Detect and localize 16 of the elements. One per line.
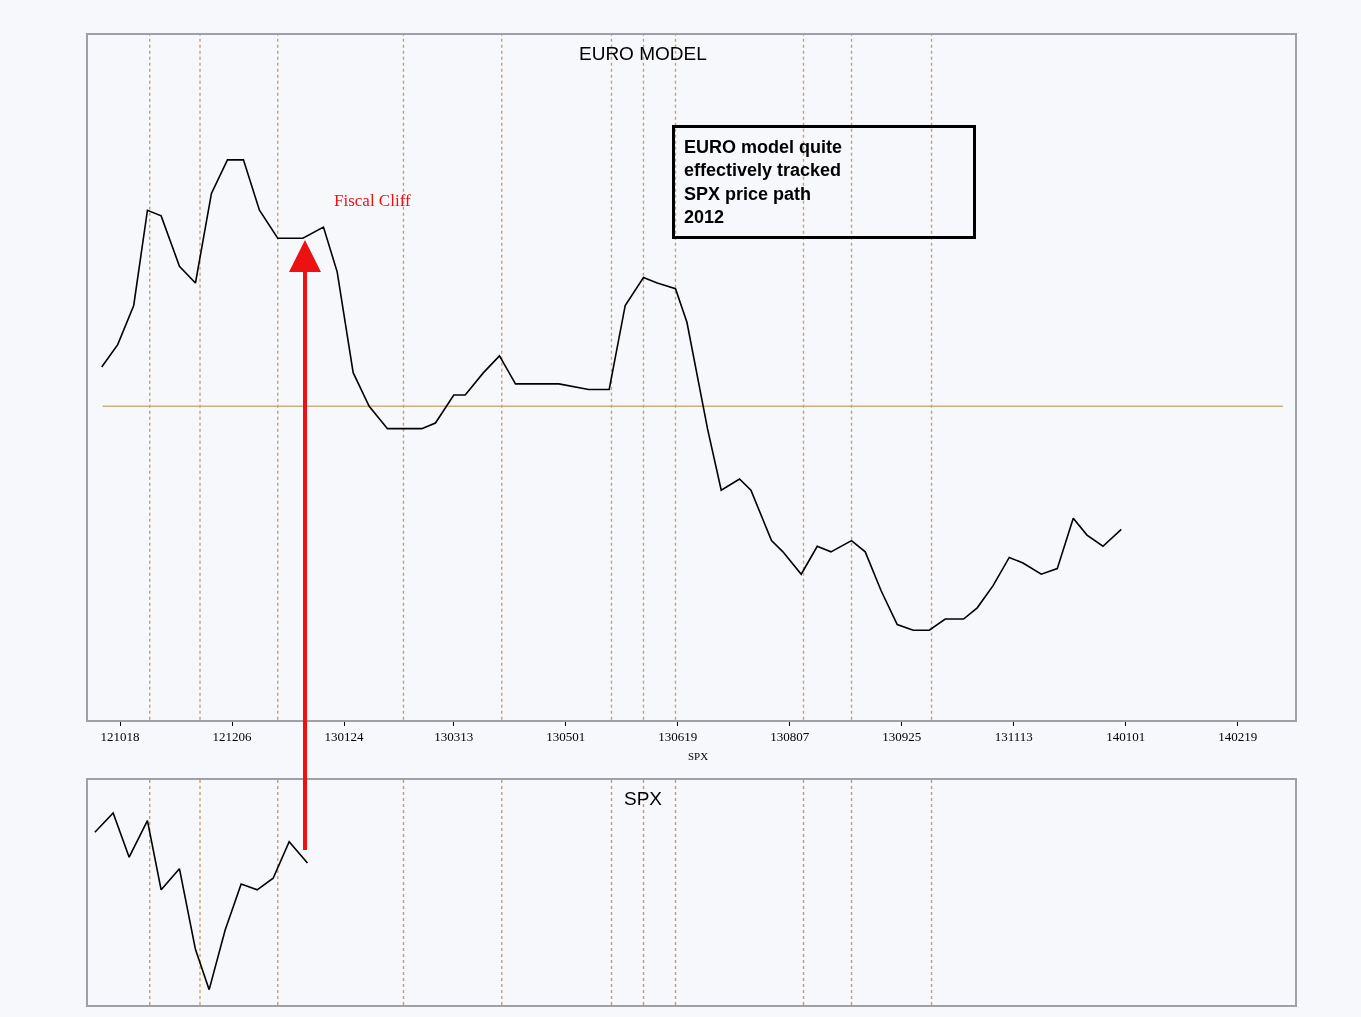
x-axis-title: SPX <box>688 750 709 762</box>
x-tick-label: 140101 <box>1106 729 1146 745</box>
x-tick-label: 130313 <box>434 729 474 745</box>
annotation: EURO model quite effectively tracked SPX price path 2012 <box>684 137 843 228</box>
x-tick-label: 140219 <box>1218 729 1258 745</box>
x-tick-label: 121018 <box>100 729 140 745</box>
x-tick-label: 121206 <box>212 729 253 745</box>
x-tick-label: 130619 <box>658 729 698 745</box>
annotation: Fiscal Cliff <box>334 191 411 210</box>
x-tick-label: 130807 <box>770 729 810 745</box>
chart-title: EURO MODEL <box>579 43 707 64</box>
x-tick-label: 130925 <box>882 729 922 745</box>
x-tick-label: 130501 <box>546 729 586 745</box>
chart-title: SPX <box>624 788 663 809</box>
x-tick-label: 131113 <box>994 729 1033 745</box>
x-tick-label: 130124 <box>324 729 365 745</box>
